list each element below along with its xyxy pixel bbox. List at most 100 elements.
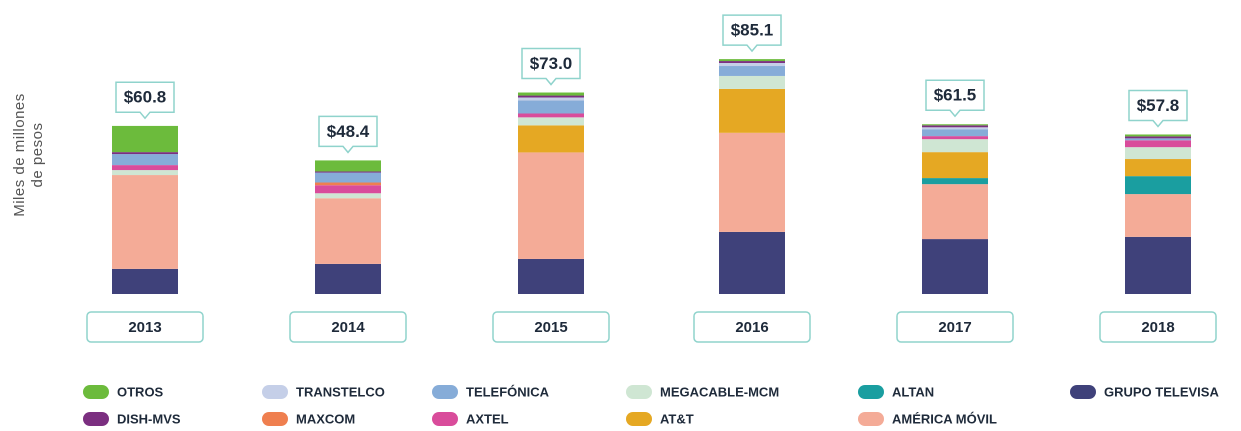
y-label-line: de pesos xyxy=(29,123,46,188)
bar-segment xyxy=(1125,159,1191,177)
legend-swatch xyxy=(432,385,458,399)
legend-swatch xyxy=(262,412,288,426)
legend-swatch xyxy=(83,412,109,426)
total-label: $60.8 xyxy=(124,88,167,107)
total-callout xyxy=(115,81,175,120)
bar-segment xyxy=(719,75,785,89)
bar-segment xyxy=(112,152,178,155)
bar-segment xyxy=(922,125,988,128)
bar-segment xyxy=(315,182,381,186)
bar-segment xyxy=(1125,176,1191,195)
x-tick-label: 2017 xyxy=(938,319,971,336)
bar-segment xyxy=(1125,134,1191,137)
legend-label: ALTAN xyxy=(892,384,934,399)
year-box xyxy=(693,311,811,343)
bar-segment xyxy=(1125,140,1191,148)
bar-segment xyxy=(315,198,381,264)
bar-segment xyxy=(719,231,785,294)
total-label: $57.8 xyxy=(1137,96,1180,115)
bar-segment xyxy=(922,184,988,240)
bar-segment xyxy=(518,152,584,259)
bar-segment xyxy=(1125,138,1191,141)
year-box xyxy=(86,311,204,343)
total-label: $73.0 xyxy=(530,54,573,73)
x-tick-label: 2018 xyxy=(1141,319,1174,336)
bar-segment xyxy=(719,61,785,63)
bar-segment xyxy=(315,172,381,183)
x-tick-label: 2015 xyxy=(534,319,567,336)
bar-segment xyxy=(112,125,178,153)
bar-segment xyxy=(518,100,584,114)
bar-segment xyxy=(719,59,785,62)
legend-swatch xyxy=(262,385,288,399)
legend-label: GRUPO TELEVISA xyxy=(1104,384,1219,399)
total-callout xyxy=(521,47,581,86)
bar-segment xyxy=(315,185,381,194)
bar-segment xyxy=(518,92,584,96)
bar-segment xyxy=(719,66,785,76)
legend-swatch xyxy=(858,412,884,426)
bar-segment xyxy=(719,88,785,133)
bar-segment xyxy=(518,95,584,98)
bar-segment xyxy=(112,268,178,294)
legend-label: MEGACABLE-MCM xyxy=(660,384,779,399)
legend-label: AXTEL xyxy=(466,411,509,426)
x-tick-label: 2013 xyxy=(128,319,161,336)
x-tick-label: 2014 xyxy=(331,319,365,336)
bar-segment xyxy=(719,132,785,232)
bar-segment xyxy=(922,152,988,179)
bar-segment xyxy=(1125,236,1191,294)
bar-segment xyxy=(518,125,584,153)
total-label: $85.1 xyxy=(731,21,774,40)
bar-segment xyxy=(112,165,178,171)
legend-swatch xyxy=(83,385,109,399)
bar-segment xyxy=(315,160,381,172)
x-tick-label: 2016 xyxy=(735,319,768,336)
legend-swatch xyxy=(858,385,884,399)
bar-segment xyxy=(922,239,988,294)
bar-segment xyxy=(518,97,584,101)
y-label-line: Miles de millones xyxy=(11,93,28,217)
total-callout xyxy=(318,115,378,154)
bar-segment xyxy=(518,113,584,118)
year-box xyxy=(289,311,407,343)
total-label: $48.4 xyxy=(327,122,370,141)
legend-label: AMÉRICA MÓVIL xyxy=(892,411,997,426)
year-box xyxy=(492,311,610,343)
bar-segment xyxy=(922,129,988,137)
bar-segment xyxy=(1125,147,1191,160)
bar-segment xyxy=(922,178,988,185)
bar-segment xyxy=(112,170,178,176)
bar-segment xyxy=(112,154,178,166)
legend-label: TELEFÓNICA xyxy=(466,384,550,399)
bar-segment xyxy=(315,193,381,199)
bar-segment xyxy=(112,175,178,269)
year-box xyxy=(1099,311,1217,343)
legend-swatch xyxy=(432,412,458,426)
total-label: $61.5 xyxy=(934,86,977,105)
bar-segment xyxy=(518,258,584,294)
legend-label: OTROS xyxy=(117,384,164,399)
bar-segment xyxy=(719,62,785,67)
bar-segment xyxy=(922,124,988,126)
bar-segment xyxy=(518,117,584,126)
y-axis-label: Miles de millones de pesos xyxy=(11,93,46,217)
legend-label: AT&T xyxy=(660,411,694,426)
total-callout xyxy=(925,79,985,118)
legend-label: DISH-MVS xyxy=(117,411,181,426)
bar-segment xyxy=(1125,194,1191,237)
bar-segment xyxy=(922,136,988,140)
legend-swatch xyxy=(1070,385,1096,399)
bar-segment xyxy=(922,127,988,130)
bar-segment xyxy=(315,171,381,173)
bar-segment xyxy=(922,139,988,153)
bar-segment xyxy=(1125,136,1191,139)
legend-swatch xyxy=(626,412,652,426)
legend-swatch xyxy=(626,385,652,399)
total-callout xyxy=(722,14,782,53)
legend-label: TRANSTELCO xyxy=(296,384,385,399)
bar-segment xyxy=(315,263,381,294)
total-callout xyxy=(1128,89,1188,128)
year-box xyxy=(896,311,1014,343)
